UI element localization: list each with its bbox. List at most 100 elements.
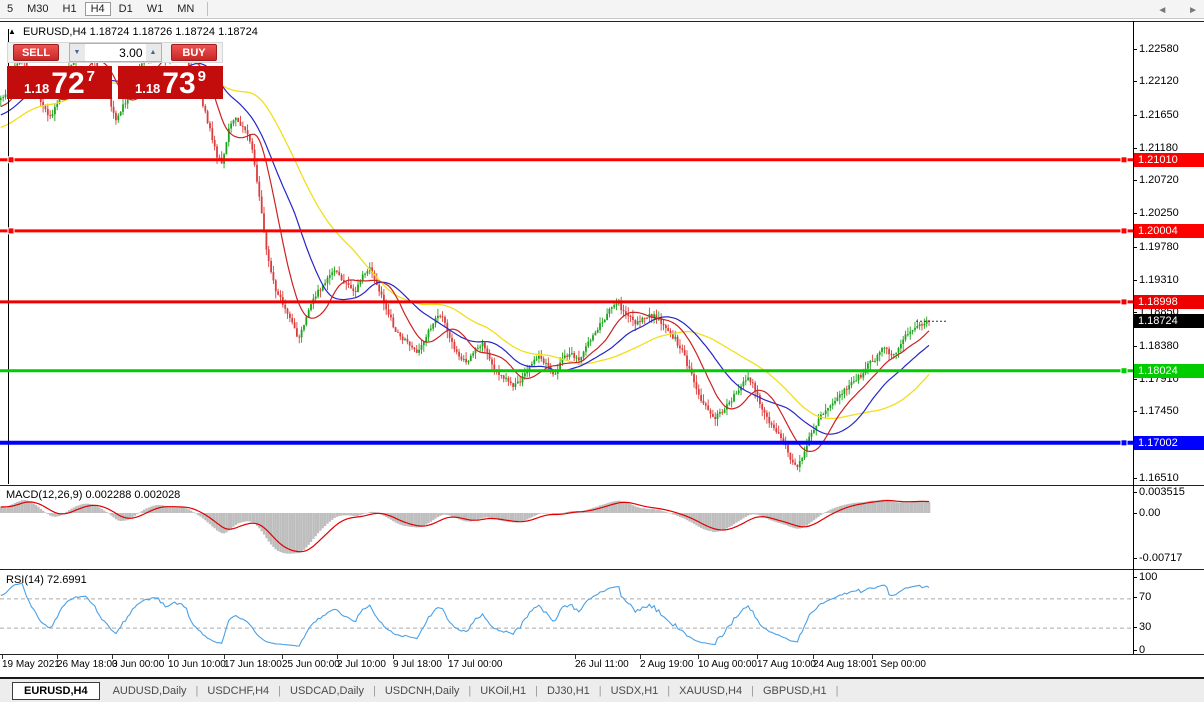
- time-axis-tickmark: [112, 655, 113, 659]
- sell-button[interactable]: SELL: [13, 44, 59, 61]
- time-axis-tickmark: [757, 655, 758, 659]
- tab-separator: |: [278, 684, 281, 697]
- time-axis-label: 10 Jun 10:00: [168, 659, 226, 670]
- price-axis-label: 1.21650: [1139, 108, 1179, 121]
- timeframe-button-w1[interactable]: W1: [146, 3, 164, 15]
- timeframe-button-m30[interactable]: M30: [27, 3, 49, 15]
- chart-tab-bar: EURUSD,H4 AUDUSD,Daily | USDCHF,H4 | USDCAD,D…: [0, 677, 1204, 702]
- tab-separator: |: [372, 684, 376, 697]
- macd-axis-label: 0.00: [1139, 507, 1161, 519]
- rsi-axis-tickmark: [1133, 650, 1137, 651]
- price-axis-label: 1.17450: [1139, 405, 1179, 418]
- bid-price-prefix: 1.18: [23, 81, 50, 96]
- price-axis-label: 1.20720: [1139, 174, 1179, 187]
- tab-xauusd-h4[interactable]: XAUUSD,H4: [679, 684, 743, 697]
- macd-axis-tickmark: [1133, 513, 1137, 514]
- time-axis-label: 26 Jul 11:00: [575, 659, 629, 670]
- tab-separator: |: [195, 684, 199, 697]
- tab-separator: |: [535, 684, 538, 697]
- hline-handle: [1120, 439, 1128, 447]
- price-axis-tickmark: [1133, 345, 1137, 347]
- price-axis-label: 1.16510: [1139, 471, 1179, 484]
- macd-axis-tickmark: [1133, 558, 1137, 559]
- ask-price-box[interactable]: 1.18 73 9: [118, 66, 223, 99]
- hline-price-label: 1.17002: [1134, 435, 1204, 450]
- tab-scroll-left-icon[interactable]: ◄: [1157, 5, 1168, 16]
- price-axis-tickmark: [1133, 49, 1137, 50]
- tab-separator: |: [468, 684, 472, 697]
- rsi-frame-bottom: [0, 654, 1204, 655]
- tab-ukoil-h1[interactable]: UKOil,H1: [480, 684, 527, 697]
- rsi-title: RSI(14) 72.6991: [6, 574, 87, 586]
- timeframe-button-5[interactable]: 5: [7, 3, 14, 15]
- price-axis-line[interactable]: [1133, 21, 1134, 654]
- price-axis-tickmark: [1133, 81, 1137, 83]
- bid-price-box[interactable]: 1.18 72 7: [7, 66, 112, 99]
- hline-handle: [1120, 367, 1128, 375]
- rsi-axis-tickmark: [1133, 627, 1137, 628]
- time-axis-tickmark: [575, 655, 576, 659]
- volume-decrease-icon[interactable]: ▼: [69, 44, 85, 61]
- chart-title: ▲ EURUSD,H4 1.18724 1.18726 1.18724 1.18…: [8, 26, 258, 38]
- volume-input[interactable]: [84, 44, 146, 61]
- macd-frame-bottom: [0, 569, 1204, 570]
- time-axis-tickmark: [224, 655, 225, 659]
- hline-price-label: 1.20004: [1134, 223, 1204, 238]
- tab-usdchf-h4[interactable]: USDCHF,H4: [207, 684, 270, 697]
- time-axis-label: 19 May 2021: [2, 659, 60, 670]
- time-axis-tickmark: [448, 655, 449, 659]
- tab-eurusd-h4[interactable]: EURUSD,H4: [12, 681, 100, 700]
- time-axis-label: 2 Jul 10:00: [337, 659, 386, 670]
- macd-indicator-canvas[interactable]: [0, 486, 1133, 569]
- time-axis-tickmark: [2, 655, 3, 659]
- timeframe-button-mn[interactable]: MN: [177, 3, 195, 15]
- hline-handle: [7, 227, 15, 235]
- timeframe-button-h4[interactable]: H4: [84, 2, 111, 16]
- price-axis-tickmark: [1133, 213, 1137, 215]
- ma-slow-line: [0, 69, 930, 420]
- volume-increase-icon[interactable]: ▲: [145, 44, 161, 61]
- ma-mid-line: [0, 62, 930, 435]
- time-axis-tickmark: [393, 655, 394, 659]
- current-price-label: 1.18724: [1134, 314, 1204, 329]
- time-axis-tickmark: [337, 655, 338, 659]
- rsi-axis-label: 100: [1139, 571, 1158, 583]
- bid-price-pip: 7: [86, 68, 96, 85]
- timeframe-button-d1[interactable]: D1: [118, 3, 133, 15]
- tab-dj30-h1[interactable]: DJ30,H1: [546, 684, 590, 697]
- ma-fast-line: [0, 54, 930, 453]
- time-axis-label: 9 Jul 18:00: [393, 659, 442, 670]
- time-axis-label: 24 Aug 18:00: [813, 659, 872, 670]
- tab-usdcad-daily[interactable]: USDCAD,Daily: [290, 684, 364, 697]
- collapse-panel-icon[interactable]: ▲: [8, 27, 16, 36]
- tab-usdx-h1[interactable]: USDX,H1: [610, 684, 659, 697]
- tab-gbpusd-h1[interactable]: GBPUSD,H1: [762, 684, 827, 697]
- buy-button[interactable]: BUY: [171, 44, 217, 61]
- toolbar-separator: [207, 2, 209, 16]
- hline-price-label: 1.18024: [1134, 363, 1204, 378]
- tab-audusd-daily[interactable]: AUDUSD,Daily: [112, 684, 187, 697]
- ask-price-prefix: 1.18: [134, 81, 161, 96]
- ask-price-main: 73: [162, 67, 196, 101]
- time-axis-label: 26 May 18:00: [57, 659, 118, 670]
- time-axis-label: 10 Aug 00:00: [698, 659, 757, 670]
- time-axis-tickmark: [168, 655, 169, 659]
- hline-price-label: 1.18998: [1134, 294, 1204, 309]
- rsi-axis-tickmark: [1133, 597, 1137, 598]
- price-axis-label: 1.19780: [1139, 240, 1179, 253]
- macd-axis-label: -0.00717: [1139, 552, 1183, 564]
- timeframe-button-h1[interactable]: H1: [62, 3, 77, 15]
- price-axis-tickmark: [1133, 246, 1137, 248]
- price-axis-label: 1.22120: [1139, 75, 1179, 88]
- trade-controls-row: SELL ▼ ▲ BUY: [7, 42, 223, 63]
- time-axis-tickmark: [282, 655, 283, 659]
- bid-price-main: 72: [51, 67, 85, 101]
- bid-ask-row: 1.18 72 7 1.18 73 9: [7, 66, 223, 99]
- price-axis-label: 1.19310: [1139, 273, 1179, 286]
- tab-scroll-right-icon[interactable]: ►: [1188, 5, 1198, 16]
- price-axis-label: 1.22580: [1139, 43, 1179, 55]
- tab-usdcnh-daily[interactable]: USDCNH,Daily: [384, 684, 460, 697]
- time-axis-label: 25 Jun 00:00: [282, 659, 340, 670]
- chart-ohlc-quotes: 1.18724 1.18726 1.18724 1.18724: [89, 26, 258, 38]
- rsi-indicator-canvas[interactable]: [0, 570, 1133, 654]
